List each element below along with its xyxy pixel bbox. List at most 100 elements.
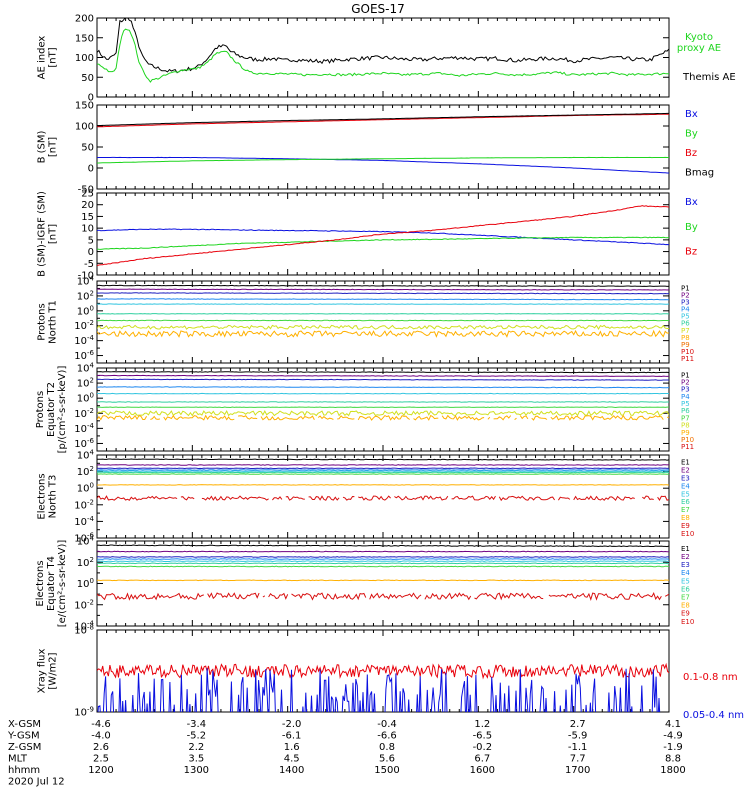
channel-line-8 xyxy=(664,593,669,597)
orbit-row-value: 1800 xyxy=(660,765,685,776)
panel-frame xyxy=(96,540,670,627)
y-tick-label: 10-8 xyxy=(74,624,94,637)
legend-entry: Bz xyxy=(685,148,697,159)
y-axis-label: [e/(cm²-s-sr-keV)] xyxy=(57,540,68,628)
y-axis-label: B (SM) xyxy=(37,130,48,163)
y-axis-label: [nT] xyxy=(48,137,59,157)
orbit-row-value: -4.9 xyxy=(663,731,683,742)
y-axis-label: Electrons xyxy=(37,473,48,519)
legend-entry: E1 xyxy=(681,545,690,553)
panel-eeq: 104 102 100 10-2 10-4 Electrons Equator T4 [e/(… xyxy=(35,535,694,633)
series-bz xyxy=(97,113,669,128)
channel-line-8 xyxy=(291,592,367,601)
legend-entry: P7 xyxy=(681,327,690,335)
channel-line-8 xyxy=(531,415,548,421)
orbit-row-value: 1.2 xyxy=(474,719,490,730)
y-tick-label: 100 xyxy=(77,577,94,590)
legend-entry: E9 xyxy=(681,610,690,618)
channel-line-8 xyxy=(451,495,496,501)
channel-line-8 xyxy=(308,495,340,501)
legend-entry: E5 xyxy=(681,490,690,498)
legend-entry: E8 xyxy=(681,602,690,610)
legend-entry: P2 xyxy=(681,291,690,299)
legend-entry: E10 xyxy=(681,618,694,626)
legend-entry: E8 xyxy=(681,514,690,522)
legend-entry: proxy AE xyxy=(677,43,721,54)
channel-line-7 xyxy=(97,324,669,331)
legend-entry: P6 xyxy=(681,407,690,415)
channel-line-8 xyxy=(657,495,669,501)
y-tick-label: 10-6 xyxy=(74,437,94,450)
panel-frame xyxy=(96,17,670,98)
channel-line-1 xyxy=(97,288,669,291)
channel-line-3 xyxy=(97,558,669,560)
y-tick-label: 10-4 xyxy=(74,334,94,347)
channel-line-8 xyxy=(268,592,289,600)
y-tick-label: 100 xyxy=(77,392,94,405)
channel-line-8 xyxy=(557,496,571,501)
y-tick-label: -10 xyxy=(78,271,94,282)
orbit-row-label: hhmm xyxy=(8,765,40,776)
channel-line-0 xyxy=(97,371,669,374)
y-tick-label: 10-9 xyxy=(74,706,94,719)
orbit-row-value: 1600 xyxy=(470,765,495,776)
legend-entry: P8 xyxy=(681,422,690,430)
y-tick-label: 10-2 xyxy=(74,498,94,511)
y-tick-label: 10-6 xyxy=(74,349,94,362)
legend-entry: P3 xyxy=(681,386,690,394)
channel-line-3 xyxy=(97,298,669,301)
channel-line-8 xyxy=(201,495,269,501)
panel-frame xyxy=(96,104,670,190)
y-tick-label: 150 xyxy=(75,101,94,112)
legend-entry: P9 xyxy=(681,429,690,437)
orbit-row-value: 3.5 xyxy=(188,754,204,765)
y-tick-label: 10 xyxy=(81,224,94,235)
channel-line-8 xyxy=(394,495,449,501)
channel-line-4 xyxy=(97,392,669,395)
channel-line-1 xyxy=(97,374,669,378)
y-tick-label: 20 xyxy=(81,200,94,211)
y-axis-label: North T3 xyxy=(48,475,59,519)
orbit-row-value: 2.6 xyxy=(93,742,109,753)
date-label: 2020 Jul 12 xyxy=(8,777,65,788)
orbit-row-value: -5.9 xyxy=(568,731,588,742)
legend-entry: P10 xyxy=(681,348,694,356)
channel-line-8 xyxy=(97,495,178,501)
y-axis-label: [p/(cm²-s-sr-keV)] xyxy=(57,366,68,454)
panel-xray: 10-8 10-9 Xray flux [W/m2] 0.1-0.8 nm 0.05-0.… xyxy=(37,624,745,722)
legend-entry: P5 xyxy=(681,313,690,321)
legend-entry: Bmag xyxy=(685,168,714,179)
panel-peq: 104 102 100 10-2 10-4 10-6 Protons Equator T2 [p… xyxy=(35,362,694,454)
channel-line-5 xyxy=(97,401,669,403)
channel-line-8 xyxy=(413,414,439,421)
orbit-row-value: 0.8 xyxy=(379,742,395,753)
orbit-row-value: -3.4 xyxy=(187,719,207,730)
y-tick-label: 25 xyxy=(81,189,94,200)
y-axis-label: Protons xyxy=(35,391,46,428)
y-axis-label: Electrons xyxy=(35,560,46,606)
legend-entry: P8 xyxy=(681,334,690,342)
channel-line-6 xyxy=(97,406,669,409)
y-tick-label: 104 xyxy=(77,275,95,288)
legend: 0.1-0.8 nm 0.05-0.4 nm xyxy=(683,672,744,721)
channel-line-4 xyxy=(97,560,669,563)
y-tick-label: 10-4 xyxy=(74,620,94,633)
y-tick-label: 104 xyxy=(77,449,95,462)
orbit-row-value: 1300 xyxy=(184,765,209,776)
channel-line-5 xyxy=(97,471,669,474)
channel-line-8 xyxy=(358,495,391,501)
y-axis-label: [nT] xyxy=(48,224,59,244)
channel-line-2 xyxy=(97,556,669,558)
channel-line-7 xyxy=(97,484,669,486)
plot-area xyxy=(97,371,669,421)
orbit-row-value: 1.6 xyxy=(284,742,300,753)
legend-entry: E4 xyxy=(681,569,690,577)
channel-line-1 xyxy=(97,464,669,466)
y-tick-label: 104 xyxy=(77,362,95,375)
y-axis-label: Protons xyxy=(37,303,48,340)
